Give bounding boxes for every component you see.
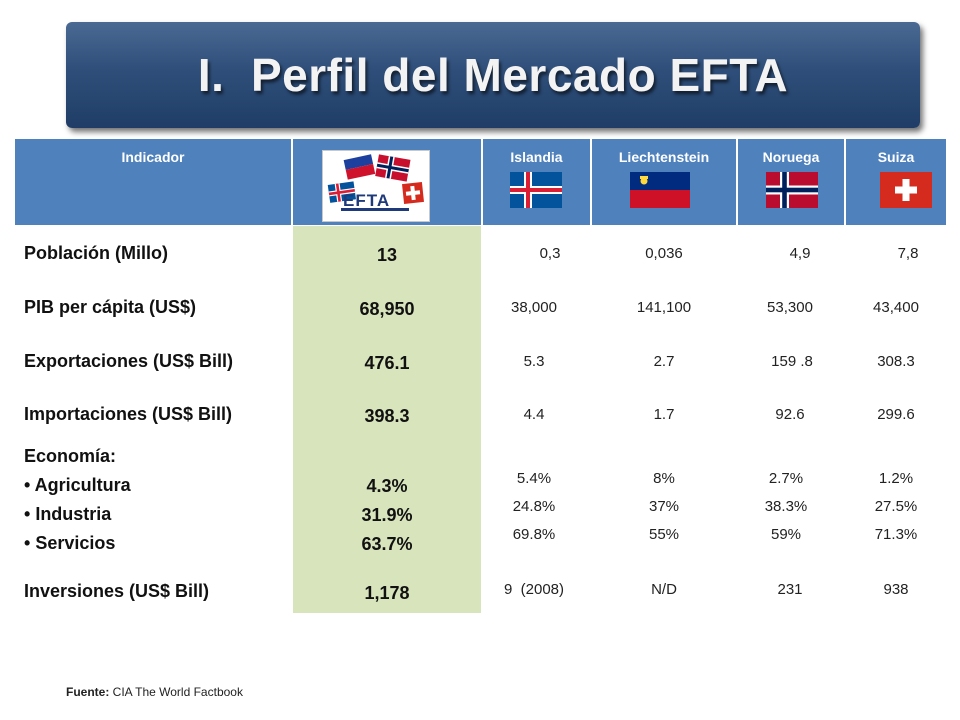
total-inversiones: 1,178 bbox=[364, 583, 410, 603]
cell-pib-noruega: 53,300 bbox=[767, 299, 813, 316]
cell-exportaciones-islandia: 5.3 bbox=[523, 353, 545, 370]
header-noruega-label: Noruega bbox=[762, 149, 820, 165]
cell-exportaciones-liechtenstein: 2.7 bbox=[653, 353, 675, 370]
cell-poblacion-islandia: 0,3 bbox=[539, 245, 561, 262]
total-importaciones: 398.3 bbox=[364, 406, 410, 426]
cell-agricultura-noruega: 2.7% bbox=[768, 470, 804, 487]
cell-agricultura-suiza: 1.2% bbox=[878, 470, 914, 487]
title-banner: I. Perfil del Mercado EFTA bbox=[66, 22, 920, 128]
sector-item: • Servicios bbox=[24, 533, 116, 553]
row-label-inversiones: Inversiones (US$ Bill) bbox=[24, 581, 210, 601]
cell-exportaciones-suiza: 308.3 bbox=[877, 353, 915, 370]
cell-industria-suiza: 27.5% bbox=[874, 498, 918, 515]
cell-agricultura-liechtenstein: 8% bbox=[653, 470, 675, 487]
sector-servicios: Servicios bbox=[35, 533, 116, 553]
header-islandia-label: Islandia bbox=[510, 149, 563, 165]
cell-pib-liechtenstein: 141,100 bbox=[636, 299, 692, 316]
source-footer: Fuente: CIA The World Factbook bbox=[66, 685, 243, 699]
cell-inversiones-liechtenstein: N/D bbox=[651, 581, 677, 598]
norway-flag-icon bbox=[766, 172, 818, 208]
switzerland-flag-icon bbox=[880, 172, 932, 208]
row-label-poblacion: Población (Millo) bbox=[24, 243, 168, 263]
row-label-importaciones: Importaciones (US$ Bill) bbox=[24, 404, 233, 424]
header-indicador: Indicador bbox=[15, 139, 291, 225]
cell-servicios-liechtenstein: 55% bbox=[648, 526, 680, 543]
row-label-pib: PIB per cápita (US$) bbox=[24, 297, 197, 317]
total-exportaciones: 476.1 bbox=[364, 353, 410, 373]
cell-industria-islandia: 24.8% bbox=[512, 498, 556, 515]
source-label: Fuente: bbox=[66, 685, 110, 699]
cell-inversiones-noruega: 231 bbox=[777, 581, 803, 598]
efta-flags-icon bbox=[327, 154, 424, 211]
cell-poblacion-noruega: 4,9 bbox=[789, 245, 811, 262]
cell-industria-noruega: 38.3% bbox=[764, 498, 808, 515]
header-liechtenstein-label: Liechtenstein bbox=[618, 149, 710, 165]
source-text: CIA The World Factbook bbox=[109, 685, 243, 699]
cell-poblacion-liechtenstein: 0,036 bbox=[645, 245, 683, 262]
row-label-exportaciones: Exportaciones (US$ Bill) bbox=[24, 351, 234, 371]
iceland-flag-icon bbox=[510, 172, 562, 208]
cell-importaciones-noruega: 92.6 bbox=[775, 406, 805, 423]
cell-pib-suiza: 43,400 bbox=[873, 299, 919, 316]
cell-importaciones-suiza: 299.6 bbox=[877, 406, 915, 423]
total-industria: 31.9% bbox=[361, 505, 413, 525]
efta-logo: EFTA bbox=[322, 150, 430, 222]
cell-poblacion-suiza: 7,8 bbox=[897, 245, 919, 262]
cell-importaciones-islandia: 4.4 bbox=[523, 406, 545, 423]
liechtenstein-flag-icon bbox=[630, 172, 690, 208]
cell-exportaciones-noruega: 159 .8 bbox=[771, 353, 813, 370]
row-label-economia: Economía: bbox=[24, 446, 117, 466]
cell-importaciones-liechtenstein: 1.7 bbox=[653, 406, 675, 423]
cell-industria-liechtenstein: 37% bbox=[648, 498, 680, 515]
sector-agricultura: Agricultura bbox=[34, 475, 131, 495]
economia-sector-list: • Agricultura • Industria • Servicios bbox=[24, 471, 131, 558]
header-indicador-label: Indicador bbox=[121, 149, 185, 165]
cell-agricultura-islandia: 5.4% bbox=[516, 470, 552, 487]
cell-servicios-noruega: 59% bbox=[770, 526, 802, 543]
page-title: I. Perfil del Mercado EFTA bbox=[197, 49, 789, 101]
cell-inversiones-islandia: 9 (2008) bbox=[503, 581, 565, 598]
total-servicios: 63.7% bbox=[361, 534, 413, 554]
sector-item: • Industria bbox=[24, 504, 112, 524]
cell-inversiones-suiza: 938 bbox=[883, 581, 909, 598]
cell-pib-islandia: 38,000 bbox=[511, 299, 557, 316]
cell-servicios-suiza: 71.3% bbox=[874, 526, 918, 543]
efta-logo-text: EFTA bbox=[343, 191, 391, 210]
total-pib: 68,950 bbox=[359, 299, 415, 319]
total-agricultura: 4.3% bbox=[366, 476, 408, 496]
total-poblacion: 13 bbox=[376, 245, 398, 265]
header-suiza-label: Suiza bbox=[877, 149, 915, 165]
sector-industria: Industria bbox=[35, 504, 112, 524]
sector-item: • Agricultura bbox=[24, 475, 131, 495]
cell-servicios-islandia: 69.8% bbox=[512, 526, 556, 543]
efta-total-column bbox=[293, 226, 481, 613]
